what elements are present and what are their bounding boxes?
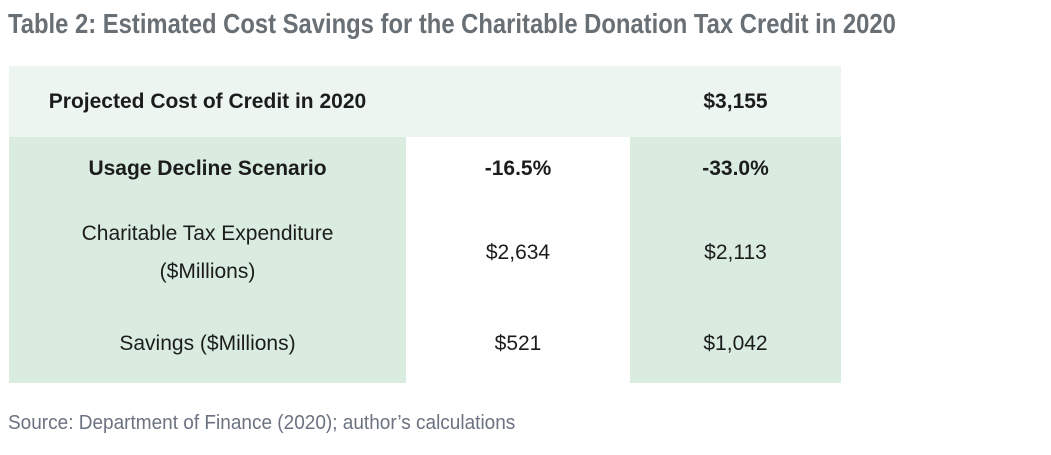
cell-savings-col1: $521	[406, 305, 630, 383]
row-label-usage-decline: Usage Decline Scenario	[9, 137, 406, 200]
cell-tax-expenditure-col2: $2,113	[630, 200, 841, 305]
header-row-spacer	[406, 66, 630, 137]
table-title: Table 2: Estimated Cost Savings for the …	[8, 8, 896, 39]
table-header-row: Projected Cost of Credit in 2020 $3,155	[9, 66, 841, 137]
cell-savings-col2: $1,042	[630, 305, 841, 383]
cell-usage-decline-col1: -16.5%	[406, 137, 630, 200]
row-label-savings: Savings ($Millions)	[9, 305, 406, 383]
header-row-label: Projected Cost of Credit in 2020	[48, 89, 367, 113]
header-row-value: $3,155	[703, 89, 768, 113]
table-body: Usage Decline Scenario -16.5% -33.0% Cha…	[9, 137, 841, 383]
source-note: Source: Department of Finance (2020); au…	[8, 412, 516, 434]
cell-usage-decline-col2: -33.0%	[630, 137, 841, 200]
cell-tax-expenditure-col1: $2,634	[406, 200, 630, 305]
cost-savings-table: Projected Cost of Credit in 2020 $3,155 …	[9, 66, 841, 383]
row-label-tax-expenditure: Charitable Tax Expenditure ($Millions)	[9, 200, 406, 305]
